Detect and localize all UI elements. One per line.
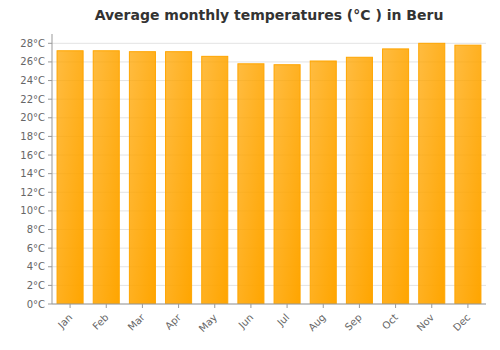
x-tick-label: Dec — [451, 312, 472, 333]
y-tick — [48, 136, 52, 137]
bar — [455, 45, 481, 304]
y-tick — [48, 304, 52, 305]
y-tick-label: 22°C — [20, 94, 45, 105]
x-tick — [323, 304, 324, 308]
bar — [57, 51, 83, 304]
y-tick-label: 16°C — [20, 150, 45, 161]
bar — [383, 49, 409, 304]
y-tick-label: 6°C — [27, 243, 45, 254]
x-tick-label: Jan — [55, 312, 74, 331]
y-tick — [48, 117, 52, 118]
y-tick — [48, 80, 52, 81]
x-tick — [287, 304, 288, 308]
y-tick — [48, 173, 52, 174]
y-tick — [48, 285, 52, 286]
bar — [274, 65, 300, 304]
x-tick — [178, 304, 179, 308]
bar — [202, 56, 228, 304]
y-axis: 0°C 2°C 4°C 6°C 8°C 10°C 12°C 14°C 16°C 18°C 20°C 2… — [20, 34, 486, 310]
title: Average monthly temperatures (°C ) in Be… — [95, 7, 444, 23]
y-tick — [48, 210, 52, 211]
y-tick-label: 14°C — [20, 168, 45, 179]
x-tick-label: Mar — [126, 311, 148, 333]
chart-container: 0°C 2°C 4°C 6°C 8°C 10°C 12°C 14°C 16°C 18°C 20°C 2… — [0, 0, 500, 350]
x-tick — [467, 304, 468, 308]
x-tick — [106, 304, 107, 308]
x-tick-label: Aug — [306, 312, 328, 334]
bar — [166, 52, 192, 304]
x-tick-label: Jun — [236, 312, 256, 332]
y-tick — [48, 43, 52, 44]
y-tick-label: 20°C — [20, 112, 45, 123]
bar — [346, 57, 372, 304]
bar — [93, 51, 119, 304]
bar — [310, 61, 336, 304]
y-tick-label: 12°C — [20, 187, 45, 198]
x-tick-label: Oct — [380, 312, 400, 332]
x-tick-label: Feb — [90, 312, 110, 332]
x-tick — [214, 304, 215, 308]
y-tick-label: 26°C — [20, 56, 45, 67]
y-tick — [48, 229, 52, 230]
bar — [129, 52, 155, 304]
chart-svg: 0°C 2°C 4°C 6°C 8°C 10°C 12°C 14°C 16°C 18°C 20°C 2… — [0, 0, 500, 350]
x-tick-label: Apr — [163, 311, 184, 332]
y-tick — [48, 248, 52, 249]
y-tick-label: 28°C — [20, 38, 45, 49]
y-tick — [48, 192, 52, 193]
x-tick — [359, 304, 360, 308]
y-tick-label: 10°C — [20, 205, 45, 216]
y-tick — [48, 99, 52, 100]
x-tick — [142, 304, 143, 308]
x-axis: Jan Feb Mar Apr May Jun Jul Aug Sep Oct Nov Dec — [52, 304, 486, 334]
y-tick-label: 8°C — [27, 224, 45, 235]
y-axis-line — [52, 34, 53, 304]
x-tick-label: May — [197, 312, 219, 334]
y-tick — [48, 266, 52, 267]
bar — [419, 43, 445, 304]
x-tick — [431, 304, 432, 308]
y-tick — [48, 155, 52, 156]
x-tick — [70, 304, 71, 308]
y-tick-label: 0°C — [27, 299, 45, 310]
y-tick-label: 24°C — [20, 75, 45, 86]
grid-line — [52, 304, 486, 305]
y-tick-label: 18°C — [20, 131, 45, 142]
bars — [57, 43, 481, 304]
x-tick — [250, 304, 251, 308]
y-tick — [48, 61, 52, 62]
x-tick-label: Jul — [274, 312, 291, 329]
x-tick — [395, 304, 396, 308]
x-tick-label: Sep — [343, 312, 364, 333]
y-tick-label: 2°C — [27, 280, 45, 291]
bar — [238, 64, 264, 304]
x-axis-line — [52, 304, 486, 305]
y-tick-label: 4°C — [27, 261, 45, 272]
x-tick-label: Nov — [415, 312, 437, 334]
